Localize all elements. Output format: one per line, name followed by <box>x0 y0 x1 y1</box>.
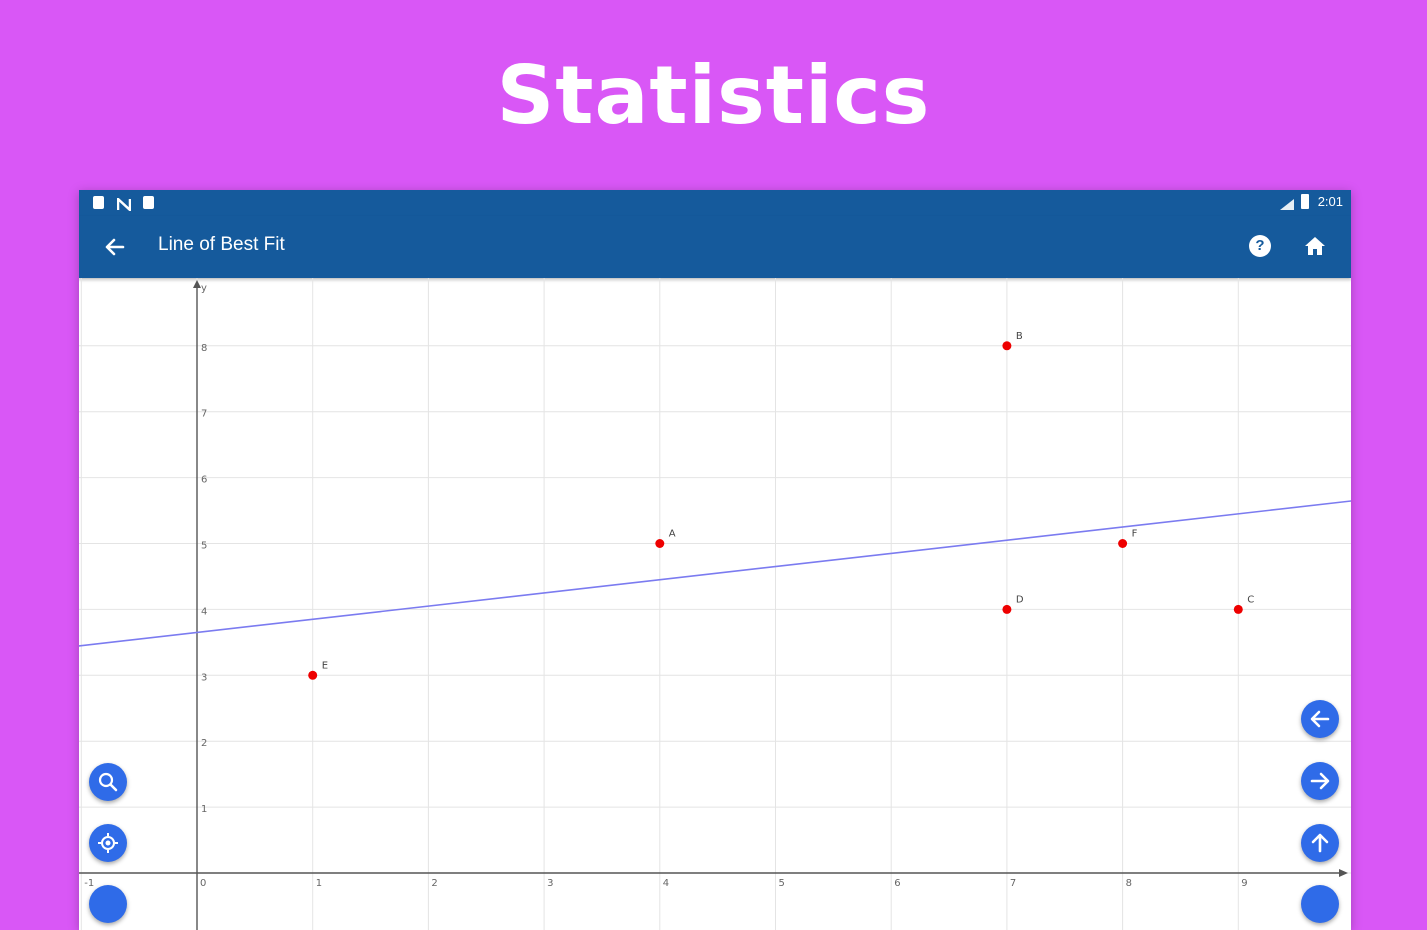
data-point-b <box>1002 341 1012 351</box>
zoom-in-icon <box>98 772 118 792</box>
best-fit-line <box>79 500 1351 647</box>
zoom-in-button[interactable] <box>89 763 127 801</box>
x-tick-label: 7 <box>1010 878 1016 889</box>
y-axis-label: y <box>201 283 207 294</box>
app-bar: Line of Best Fit ? <box>79 216 1351 278</box>
recenter-icon <box>98 833 118 853</box>
point-label-d: D <box>1016 594 1024 605</box>
y-tick-label: 5 <box>201 541 207 552</box>
x-tick-label: 4 <box>663 878 669 889</box>
pan-down-button[interactable] <box>1301 885 1339 923</box>
promo-headline: Statistics <box>496 49 931 142</box>
device-screen: 2:01 Line of Best Fit ? y -1 0 1 2 3 4 5 6 7 8 9 1 2 3… <box>79 190 1351 930</box>
recenter-button[interactable] <box>89 824 127 862</box>
home-icon[interactable] <box>1303 232 1327 260</box>
y-tick-label: 2 <box>201 738 207 749</box>
point-label-e: E <box>322 660 328 671</box>
x-tick-label: 3 <box>547 878 553 889</box>
back-arrow-icon[interactable] <box>101 229 129 265</box>
x-tick-label: 1 <box>316 878 322 889</box>
x-tick-label: 9 <box>1241 878 1247 889</box>
data-point-c <box>1233 604 1243 614</box>
y-tick-label: 3 <box>201 672 207 683</box>
battery-icon <box>1301 194 1309 209</box>
data-point-d <box>1002 604 1012 614</box>
graph-canvas[interactable]: y -1 0 1 2 3 4 5 6 7 8 9 1 2 3 4 5 6 7 8 A B C D E F <box>79 278 1351 930</box>
signal-icon <box>1279 196 1295 215</box>
sd-card-icon <box>93 196 104 209</box>
status-bar: 2:01 <box>79 190 1351 216</box>
point-label-f: F <box>1132 529 1138 540</box>
x-tick-label: -1 <box>84 878 94 889</box>
data-point-f <box>1118 539 1128 548</box>
x-tick-label: 5 <box>779 878 785 889</box>
y-tick-label: 6 <box>201 475 207 486</box>
screen-title: Line of Best Fit <box>158 234 285 255</box>
y-tick-label: 4 <box>201 606 207 617</box>
arrow-right-icon <box>1310 772 1330 790</box>
pan-up-button[interactable] <box>1301 824 1339 862</box>
y-tick-label: 7 <box>201 409 207 420</box>
help-icon[interactable]: ? <box>1249 235 1271 257</box>
data-point-a <box>655 539 665 548</box>
x-tick-label: 6 <box>894 878 900 889</box>
x-axis-arrow <box>1339 869 1348 877</box>
x-tick-label: 8 <box>1126 878 1132 889</box>
x-tick-label: 0 <box>200 878 206 889</box>
y-tick-label: 1 <box>201 804 207 815</box>
status-time: 2:01 <box>1317 194 1343 209</box>
n-icon <box>116 196 132 213</box>
point-label-c: C <box>1247 594 1254 605</box>
arrow-left-icon <box>1310 710 1330 728</box>
point-label-a: A <box>669 529 676 540</box>
y-axis-arrow <box>193 280 201 288</box>
pan-right-button[interactable] <box>1301 762 1339 800</box>
point-label-b: B <box>1016 331 1023 342</box>
arrow-up-icon <box>1311 833 1329 853</box>
x-tick-label: 2 <box>431 878 437 889</box>
data-point-e <box>308 670 318 680</box>
zoom-out-button[interactable] <box>89 885 127 923</box>
y-tick-label: 8 <box>201 343 207 354</box>
battery-saver-icon <box>143 196 154 209</box>
pan-left-button[interactable] <box>1301 700 1339 738</box>
